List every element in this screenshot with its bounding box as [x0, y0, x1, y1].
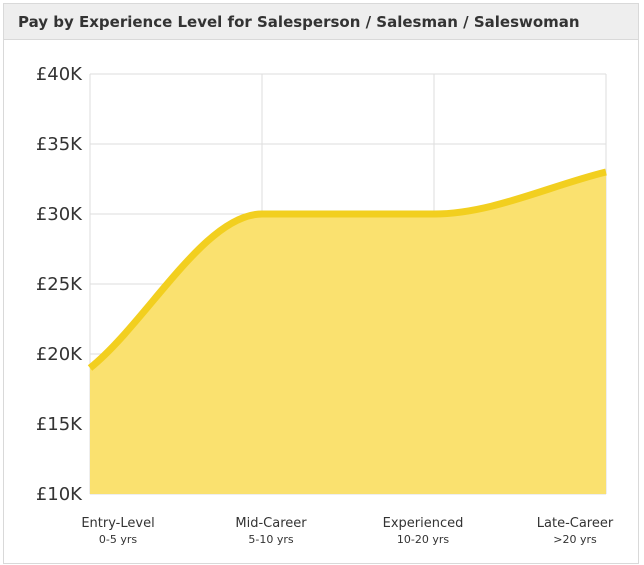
x-tick-label: Entry-Level — [81, 516, 154, 531]
chart-title: Pay by Experience Level for Salesperson … — [18, 12, 580, 31]
y-tick-label: £35K — [36, 134, 83, 155]
y-tick-label: £10K — [36, 484, 83, 505]
x-tick-label: Mid-Career — [235, 516, 307, 531]
x-tick-label: Late-Career — [537, 516, 614, 531]
y-tick-label: £30K — [36, 204, 83, 225]
x-tick-label: Experienced — [383, 516, 464, 531]
x-tick-sublabel: 0-5 yrs — [99, 533, 137, 546]
card-header: Pay by Experience Level for Salesperson … — [4, 4, 638, 40]
area-fill — [90, 172, 606, 494]
y-tick-label: £25K — [36, 274, 83, 295]
y-axis-labels: £10K £15K £20K £25K £30K £35K £40K — [36, 64, 83, 505]
y-tick-label: £40K — [36, 64, 83, 85]
x-axis-labels: Entry-Level 0-5 yrs Mid-Career 5-10 yrs Expe… — [81, 516, 614, 546]
x-tick-sublabel: 5-10 yrs — [248, 533, 293, 546]
x-tick-sublabel: 10-20 yrs — [397, 533, 449, 546]
y-tick-label: £15K — [36, 414, 83, 435]
x-tick-sublabel: >20 yrs — [553, 533, 597, 546]
series-line — [87, 168, 607, 371]
y-tick-label: £20K — [36, 344, 83, 365]
